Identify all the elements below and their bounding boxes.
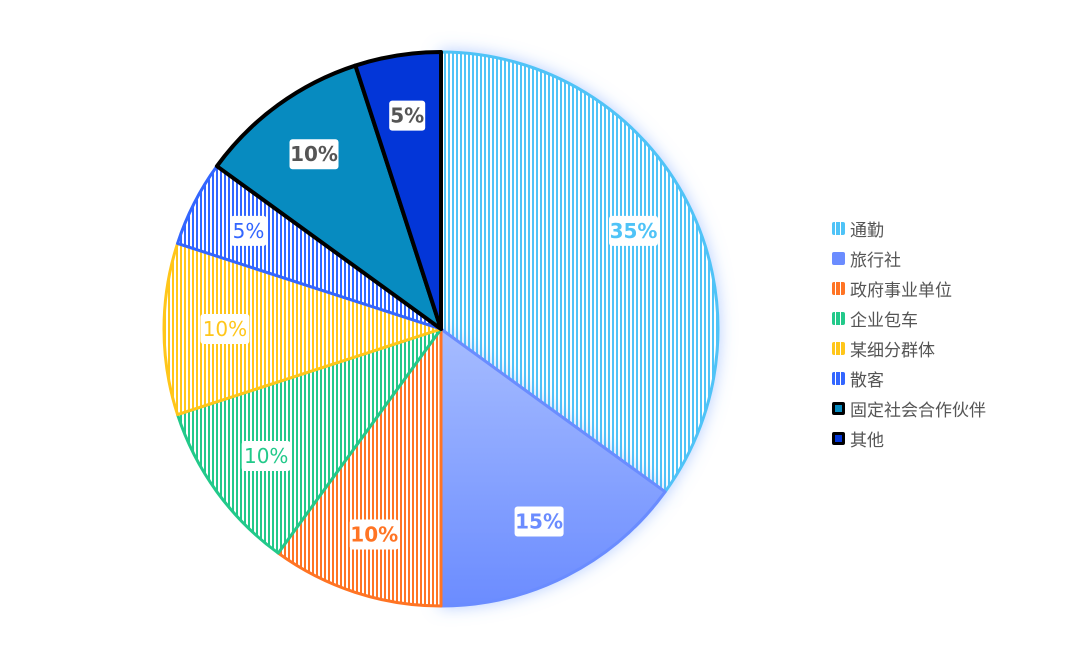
legend-item[interactable]: 企业包车 — [832, 303, 986, 333]
legend-swatch — [832, 401, 845, 415]
data-label-box — [514, 506, 564, 537]
legend-swatch — [832, 251, 845, 265]
legend-swatch — [832, 371, 845, 385]
data-label-box — [349, 519, 399, 550]
data-label-box — [200, 314, 250, 344]
legend-item[interactable]: 旅行社 — [832, 243, 986, 273]
legend-swatch — [832, 341, 845, 355]
data-label-box — [230, 215, 267, 246]
data-label: 5% — [390, 104, 424, 128]
legend-label: 某细分群体 — [850, 340, 935, 361]
legend-label: 企业包车 — [850, 310, 918, 331]
data-label: 5% — [233, 219, 265, 243]
pie-slice-2[interactable] — [276, 327, 443, 608]
pie-slice-1[interactable] — [439, 327, 667, 608]
pie-slice-6[interactable] — [214, 63, 443, 331]
legend-item[interactable]: 政府事业单位 — [832, 273, 986, 303]
data-label: 10% — [350, 522, 398, 546]
data-label: 15% — [515, 510, 563, 534]
legend-swatch — [832, 221, 845, 235]
legend-swatch — [832, 281, 845, 295]
legend-label: 通勤 — [850, 220, 884, 241]
legend-swatch — [832, 311, 845, 325]
legend-label: 固定社会合作伙伴 — [850, 400, 986, 421]
pie-slice-4[interactable] — [162, 241, 443, 417]
legend: 通勤旅行社政府事业单位 企业包车某细分群体散客固定社会合作伙伴 其他 — [832, 213, 986, 453]
data-label: 35% — [610, 219, 658, 243]
legend-item[interactable]: 通勤 — [832, 213, 986, 243]
data-label: 10% — [244, 444, 288, 468]
data-label: 10% — [203, 317, 247, 341]
data-label-box — [609, 215, 659, 246]
legend-label: 其他 — [850, 430, 884, 451]
legend-item[interactable]: 固定社会合作伙伴 — [832, 393, 986, 423]
data-label-box — [289, 139, 339, 170]
legend-label: 散客 — [850, 370, 884, 391]
pie-slice-3[interactable] — [176, 327, 443, 555]
legend-label: 旅行社 — [850, 250, 901, 271]
data-label: 10% — [290, 142, 338, 166]
pie-slice-0[interactable] — [439, 50, 720, 494]
data-label-box — [241, 440, 291, 471]
legend-item[interactable]: 其他 — [832, 423, 986, 453]
legend-label: 政府事业单位 — [850, 280, 952, 301]
legend-item[interactable]: 某细分群体 — [832, 333, 986, 363]
legend-swatch — [832, 431, 845, 445]
legend-item[interactable]: 散客 — [832, 363, 986, 393]
data-label-box — [389, 100, 426, 131]
